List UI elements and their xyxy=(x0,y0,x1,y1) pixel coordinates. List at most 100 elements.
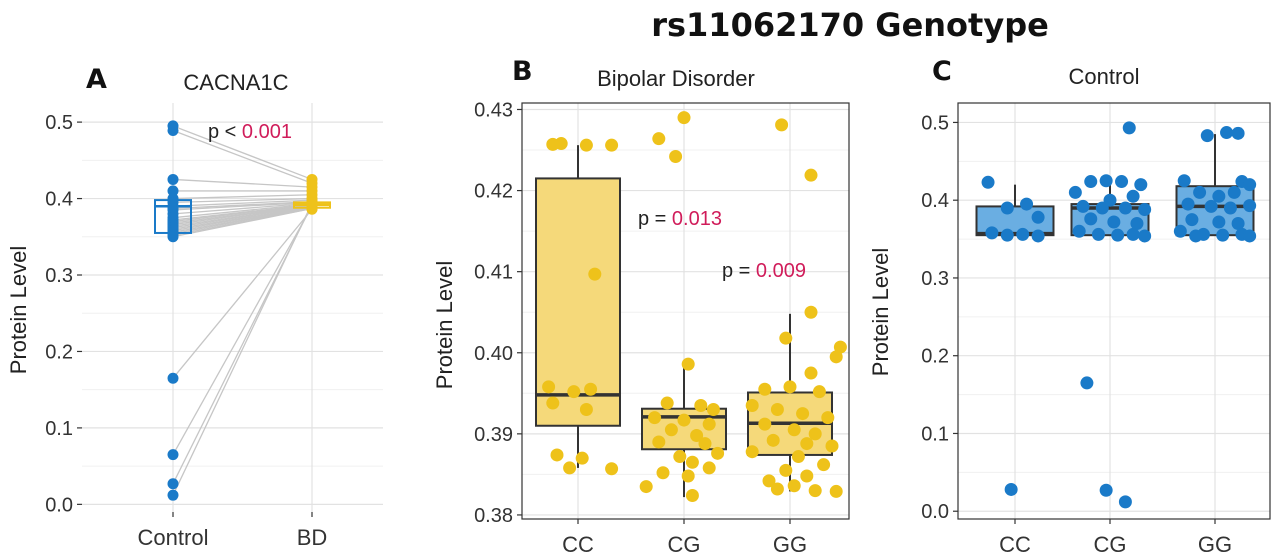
panel-c-gg-point xyxy=(1189,229,1203,243)
panel-c-gg-point xyxy=(1231,217,1245,231)
panel-c-gg-point xyxy=(1243,178,1257,192)
panel-a-pair-line xyxy=(172,205,313,229)
panel-a-pair-line xyxy=(172,197,313,204)
panel-c-cc-point xyxy=(1000,201,1014,215)
panel-b-gg-point xyxy=(796,407,810,421)
panel-b-gg-point xyxy=(808,427,822,441)
panel-a-pair-line xyxy=(172,202,313,215)
panel-b-pvalue-2-number: 0.009 xyxy=(756,260,806,282)
panel-c-cg-point xyxy=(1138,203,1152,217)
panel-b-gg-point xyxy=(804,366,818,380)
panel-c-cg-point xyxy=(1068,185,1082,199)
panel-b-cc-point xyxy=(554,137,568,151)
panel-c-gg-point xyxy=(1173,224,1187,238)
panel-b-cc-point xyxy=(542,380,556,394)
panel-a-yticks: 0.0 0.1 0.2 0.3 0.4 0.5 xyxy=(45,112,82,516)
panel-b-gg-point xyxy=(812,385,826,399)
panel-a-pair-line xyxy=(172,200,313,210)
panel-b-pvalue-2: p = 0.009 xyxy=(722,260,806,282)
panel-b-gg-point xyxy=(808,484,822,498)
panel-a-pair-line xyxy=(172,204,313,223)
panel-b-cg-point xyxy=(706,403,720,417)
panel-b-yticks: 0.38 0.39 0.40 0.41 0.42 0.43 xyxy=(474,99,522,527)
panel-c-gg-point xyxy=(1231,126,1245,140)
panel-b-panel-border xyxy=(521,102,850,520)
panel-c-cg-point xyxy=(1118,495,1132,509)
panel-a-pair-line xyxy=(172,203,313,219)
panel-c-cc-point xyxy=(1031,229,1045,243)
panel-b-cg-point xyxy=(702,461,716,475)
panel-a-pair-line xyxy=(172,199,313,207)
panel-c-ylabel: Protein Level xyxy=(868,248,893,376)
panel-a-control-point xyxy=(167,173,179,185)
panel-c-cg-point xyxy=(1084,212,1098,226)
panel-c-gg-point xyxy=(1204,199,1218,213)
panel-a-pvalue: p < 0.001 xyxy=(208,121,292,143)
panel-b-gg-point xyxy=(787,423,801,437)
figure-title: rs11062170 Genotype xyxy=(651,6,1049,44)
panel-c-ytick-label: 0.5 xyxy=(921,112,949,134)
panel-c-cg-point xyxy=(1091,227,1105,241)
panel-a: A CACNA1C Protein Level 0.00.10.20.30.40… xyxy=(6,64,383,550)
panel-b: B Bipolar Disorder Protein Level 0.380.3… xyxy=(432,56,850,557)
panel-c: C Control Protein Level 0.00.10.20.30.40… xyxy=(868,56,1271,557)
panel-b-title: Bipolar Disorder xyxy=(597,66,755,91)
panel-c-grid xyxy=(958,103,1270,519)
panel-c-gg-point xyxy=(1216,228,1230,242)
panel-c-cg-point xyxy=(1138,229,1152,243)
panel-c-gg-point xyxy=(1193,185,1207,199)
panel-a-pair-line xyxy=(172,129,313,184)
panel-b-cg-point xyxy=(685,488,699,502)
panel-b-cg-point xyxy=(698,437,712,451)
panel-b-gg-point xyxy=(779,463,793,477)
panel-b-pvalue-1-prefix: p = xyxy=(638,208,672,230)
panel-b-cc-point xyxy=(588,267,602,281)
panel-a-control-point xyxy=(167,478,179,490)
panel-a-pair-line xyxy=(172,206,313,232)
panel-c-cg-point xyxy=(1099,483,1113,497)
panel-b-xtick-label: GG xyxy=(773,532,807,557)
panel-a-ylabel: Protein Level xyxy=(6,246,31,374)
panel-b-gg-point xyxy=(787,479,801,493)
panel-a-xticks: Control BD xyxy=(138,512,327,550)
panel-b-cg-point xyxy=(656,466,670,480)
panel-a-control-point xyxy=(167,125,179,137)
panel-b-cc-point xyxy=(546,396,560,410)
panel-c-cc-point xyxy=(985,226,999,240)
panel-b-cc-point xyxy=(579,138,593,152)
panel-c-gg-point xyxy=(1223,201,1237,215)
panel-c-gg-point xyxy=(1200,129,1214,143)
panel-b-gg-point xyxy=(800,437,814,451)
panel-c-cg-point xyxy=(1095,201,1109,215)
panel-a-bd-point xyxy=(306,197,318,209)
panel-c-panel-border xyxy=(957,102,1271,520)
panel-b-cc-point xyxy=(605,138,619,152)
panel-b-cg-point xyxy=(677,413,691,427)
panel-c-title: Control xyxy=(1069,64,1140,89)
panel-c-gg-point xyxy=(1243,199,1257,213)
panel-c-cg-point xyxy=(1076,199,1090,213)
panel-b-cc-point xyxy=(575,451,589,465)
panel-c-gg-point xyxy=(1177,174,1191,188)
panel-a-ytick-label: 0.1 xyxy=(45,418,73,440)
panel-c-cc-point xyxy=(981,175,995,189)
panel-b-cg-point xyxy=(694,398,708,412)
panel-b-gg-point xyxy=(779,331,793,345)
panel-b-letter: B xyxy=(512,56,533,87)
panel-b-marks xyxy=(535,111,847,502)
panel-b-gg-point xyxy=(804,168,818,182)
panel-b-cc-point xyxy=(550,448,564,462)
panel-b-xtick-label: CG xyxy=(668,532,701,557)
panel-b-pvalue-2-prefix: p = xyxy=(722,260,756,282)
panel-a-marks xyxy=(154,120,331,501)
panel-b-gg-point xyxy=(791,450,805,464)
panel-b-cc-point xyxy=(567,385,581,399)
panel-b-cg-point xyxy=(677,111,691,125)
panel-b-gg-point xyxy=(804,305,818,319)
panel-c-cg-point xyxy=(1118,201,1132,215)
panel-a-pair-line xyxy=(172,208,313,379)
panel-c-gg-point xyxy=(1185,213,1199,227)
panel-b-xtick-label: CC xyxy=(562,532,594,557)
panel-b-cc-point xyxy=(605,462,619,476)
